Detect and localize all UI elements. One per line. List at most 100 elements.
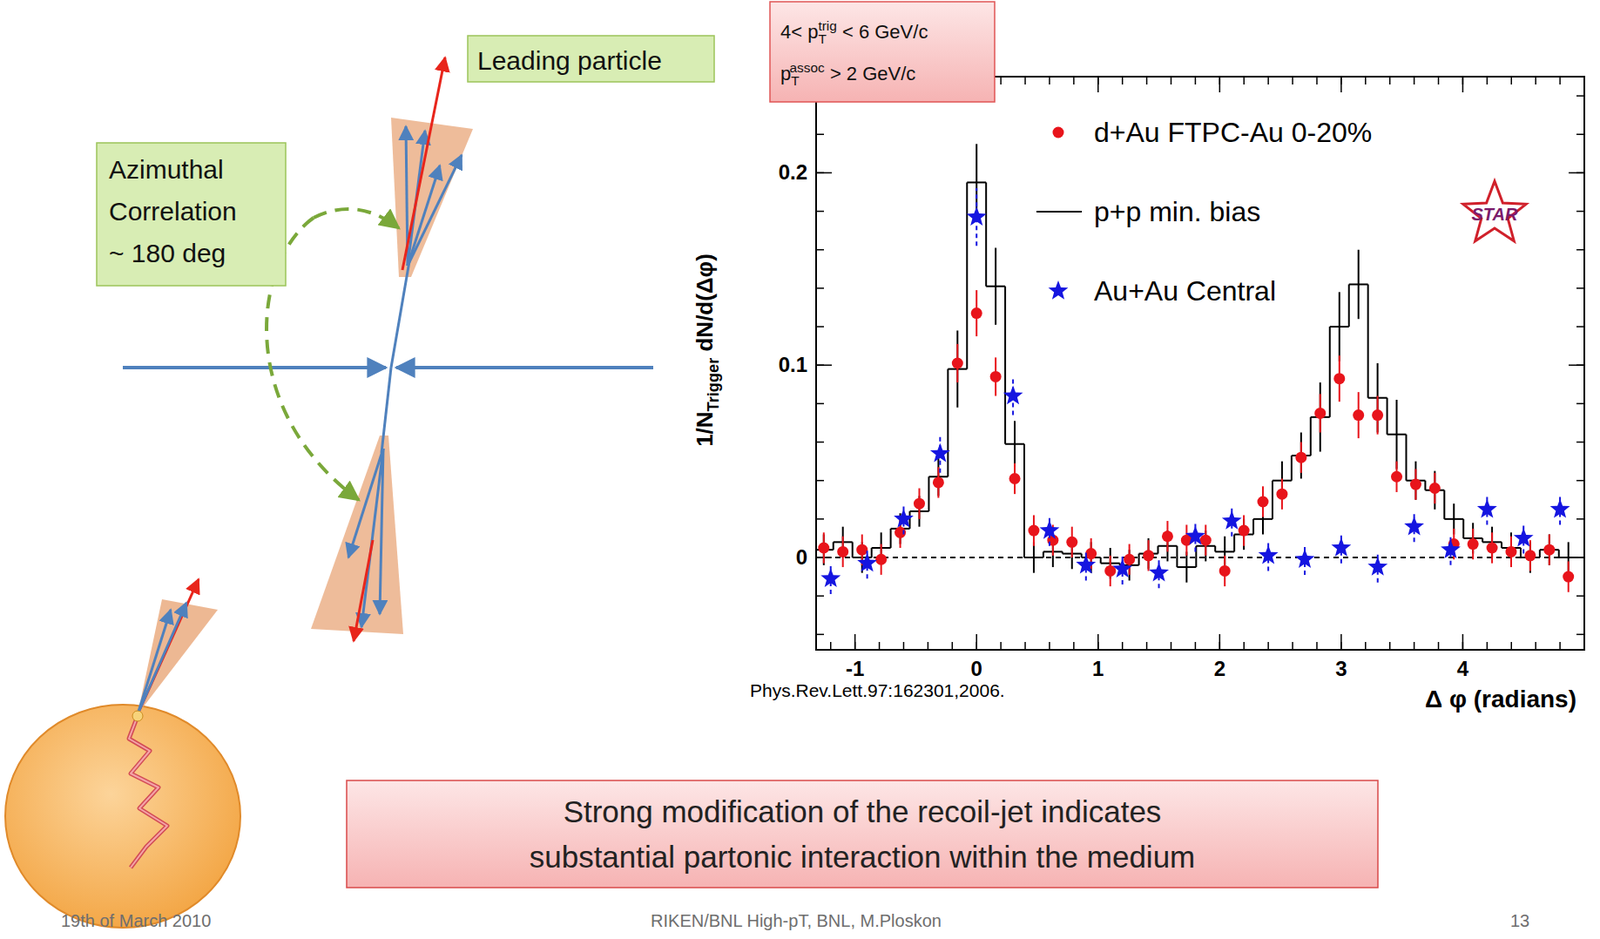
circle-marker <box>1314 407 1326 419</box>
minor-tick <box>1413 76 1416 85</box>
circle-marker <box>1390 471 1403 483</box>
minor-tick <box>999 641 1002 650</box>
minor-tick <box>1291 641 1294 650</box>
error-bar <box>1185 551 1188 582</box>
minor-tick <box>1511 76 1513 85</box>
x-tick-label: 2 <box>1214 656 1226 681</box>
minor-tick <box>816 441 824 444</box>
star-marker <box>1331 537 1352 557</box>
circle-marker <box>1009 472 1021 485</box>
logo: STAR <box>1463 181 1526 242</box>
minor-tick <box>1576 325 1585 328</box>
circle-marker <box>1161 530 1174 542</box>
legend-label: Au+Au Central <box>1093 275 1276 307</box>
minor-tick <box>1194 76 1197 85</box>
x-tick <box>975 634 978 650</box>
star-marker <box>1477 499 1498 519</box>
step-riser <box>1367 283 1370 398</box>
star-marker <box>1221 510 1243 530</box>
correlation-arc <box>313 209 399 229</box>
minor-tick <box>1437 641 1440 650</box>
minor-tick <box>830 641 832 650</box>
series-scatter <box>817 290 1574 593</box>
minor-tick <box>1486 76 1489 85</box>
circle-marker <box>1066 536 1078 548</box>
minor-tick <box>1073 76 1075 85</box>
minor-tick <box>1559 76 1561 85</box>
circle-marker <box>1429 482 1441 494</box>
star-marker <box>820 567 841 588</box>
logo-text: STAR <box>1471 204 1519 224</box>
minor-tick <box>1559 641 1561 650</box>
minor-tick <box>816 518 824 520</box>
minor-tick <box>1534 641 1537 650</box>
circle-marker <box>1505 546 1517 558</box>
minor-tick <box>903 641 905 650</box>
star-marker <box>930 443 951 463</box>
minor-tick <box>816 403 824 406</box>
star-marker <box>1295 548 1316 568</box>
star-marker <box>893 508 914 528</box>
step-riser <box>1558 549 1560 558</box>
circle-marker <box>1295 452 1307 464</box>
step-riser <box>1004 286 1006 445</box>
minor-tick <box>951 641 954 650</box>
x-tick <box>1340 76 1343 93</box>
step-riser <box>985 182 987 286</box>
x-tick <box>1462 634 1465 650</box>
x-tick <box>1340 634 1343 650</box>
minor-tick <box>999 76 1002 85</box>
label-part: < 6 GeV/c <box>837 20 929 43</box>
x-tick-label: 3 <box>1335 656 1347 681</box>
minor-tick <box>1576 133 1585 136</box>
minor-tick <box>1389 641 1391 650</box>
star-marker <box>1185 526 1206 546</box>
circle-marker <box>1562 571 1574 583</box>
star-marker <box>1039 519 1060 540</box>
data <box>816 143 1579 595</box>
label: Leading particle <box>477 46 662 75</box>
series-step <box>816 143 1579 582</box>
star-marker <box>1148 562 1169 582</box>
minor-tick <box>816 133 824 136</box>
error-bar <box>1338 291 1341 361</box>
minor-tick <box>816 287 824 290</box>
minor-tick <box>1576 249 1585 251</box>
leading-particle <box>137 579 199 715</box>
step-riser <box>1138 553 1141 566</box>
step-riser <box>1252 519 1255 535</box>
x-tick <box>1219 634 1222 650</box>
label: Correlation <box>108 196 237 226</box>
minor-tick <box>1576 479 1585 482</box>
particle <box>137 602 187 715</box>
x-tick <box>1097 634 1100 650</box>
minor-tick <box>1121 641 1124 650</box>
callout-box <box>96 142 286 286</box>
circle-marker <box>1142 549 1155 561</box>
step-riser <box>1424 480 1426 491</box>
jet-cone <box>137 599 218 715</box>
citation: Phys.Rev.Lett.97:162301,2006. <box>749 680 1006 701</box>
chart: -10123400.10.21/NTrigger dN/d(Δφ)Δ φ (ra… <box>691 76 1585 713</box>
beam <box>122 365 386 370</box>
x-tick-label: 4 <box>1457 656 1470 681</box>
step-riser <box>1157 546 1160 554</box>
x-tick-label: -1 <box>845 656 865 681</box>
step-riser <box>1348 283 1351 327</box>
minor-tick <box>1267 641 1270 650</box>
minor-tick <box>927 641 930 650</box>
minor-tick <box>1267 76 1270 85</box>
star-marker <box>1367 556 1388 576</box>
minor-tick <box>1413 641 1416 650</box>
circle-marker <box>1219 565 1231 577</box>
minor-tick <box>1048 641 1051 650</box>
label: Azimuthal <box>108 155 224 184</box>
minor-tick <box>816 594 824 597</box>
superscript: trig <box>817 18 837 34</box>
step-riser <box>1233 534 1236 553</box>
circle-marker <box>856 544 868 556</box>
minor-tick <box>1146 641 1148 650</box>
label: ~ 180 deg <box>108 238 226 268</box>
minor-tick <box>1486 641 1489 650</box>
label-part: 1/N <box>691 411 718 446</box>
